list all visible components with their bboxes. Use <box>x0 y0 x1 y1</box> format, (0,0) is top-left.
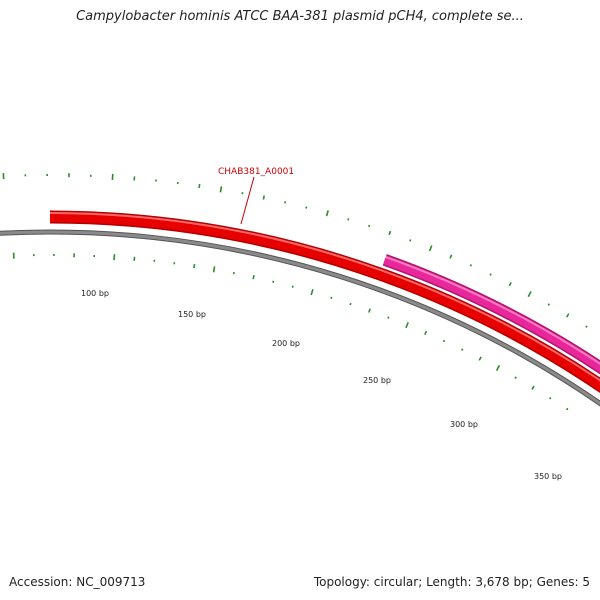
inner-gc-tick-15 <box>310 288 314 296</box>
inner-gc-tick-23 <box>461 348 464 351</box>
ruler-label-350: 350 bp <box>534 472 562 481</box>
gene-label-chab381-a0001[interactable]: CHAB381_A0001 <box>218 167 294 177</box>
outer-gc-tick-17 <box>368 224 371 228</box>
ruler-labels: 100 bp 150 bp 200 bp 250 bp 300 bp 350 b… <box>81 289 562 481</box>
inner-gc-tick-25 <box>495 364 501 371</box>
inner-gc-tick-17 <box>349 302 352 306</box>
outer-gc-tick-10 <box>219 186 223 193</box>
inner-gc-tick-9 <box>193 263 196 269</box>
gene-arc-magenta-highlight <box>385 256 600 365</box>
outer-gc-tick-25 <box>527 291 532 298</box>
inner-gc-tick-12 <box>252 275 255 280</box>
page-title: Campylobacter hominis ATCC BAA-381 plasm… <box>76 9 524 24</box>
inner-gc-tick-29 <box>565 407 569 411</box>
outer-gc-tick-24 <box>508 281 512 287</box>
inner-gc-tick-14 <box>291 285 294 288</box>
outer-gc-tick-28 <box>585 325 588 328</box>
inner-gc-track <box>12 252 569 411</box>
outer-gc-tick-26 <box>547 303 550 306</box>
inner-gc-tick-10 <box>212 266 216 273</box>
outer-gc-tick-18 <box>388 230 392 236</box>
gene-arc-chab381-a0001 <box>49 212 600 392</box>
inner-gc-tick-19 <box>387 316 390 319</box>
outer-gc-tick-14 <box>305 206 308 209</box>
backbone-layer <box>0 229 600 407</box>
outer-gc-track <box>2 173 588 328</box>
outer-gc-tick-12 <box>262 195 266 200</box>
gene-arc-magenta <box>383 255 600 373</box>
gene-label-group: CHAB381_A0001 <box>218 167 294 225</box>
gene-layer <box>49 210 600 394</box>
outer-gc-tick-19 <box>409 239 412 242</box>
gene-arc-chab381-a0001-highlight <box>49 212 600 382</box>
inner-gc-tick-21 <box>424 330 428 336</box>
inner-gc-tick-27 <box>531 385 535 390</box>
ruler-label-200: 200 bp <box>272 339 300 348</box>
topology-summary: Topology: circular; Length: 3,678 bp; Ge… <box>313 575 590 589</box>
ruler-label-250: 250 bp <box>363 376 391 385</box>
ruler-label-300: 300 bp <box>450 420 478 429</box>
inner-gc-tick-20 <box>405 321 409 329</box>
outer-gc-tick-23 <box>489 273 492 276</box>
outer-gc-tick-20 <box>428 245 433 252</box>
outer-gc-tick-21 <box>449 254 453 259</box>
outer-gc-tick-16 <box>347 218 350 221</box>
inner-gc-tick-18 <box>368 308 371 313</box>
accession-text: Accession: NC_009713 <box>9 575 146 589</box>
inner-gc-tick-26 <box>514 376 517 379</box>
outer-gc-tick-9 <box>198 183 201 189</box>
outer-gc-tick-27 <box>566 313 570 318</box>
inner-gc-tick-16 <box>330 296 333 300</box>
ruler-label-100: 100 bp <box>81 289 109 298</box>
backbone-arc <box>0 230 600 406</box>
inner-gc-tick-24 <box>478 356 482 361</box>
inner-gc-tick-22 <box>442 339 446 343</box>
inner-gc-tick-28 <box>549 396 552 400</box>
outer-gc-tick-15 <box>325 210 329 217</box>
gene-label-leader <box>240 176 255 225</box>
outer-gc-tick-22 <box>469 264 472 267</box>
ruler-label-150: 150 bp <box>178 310 206 319</box>
